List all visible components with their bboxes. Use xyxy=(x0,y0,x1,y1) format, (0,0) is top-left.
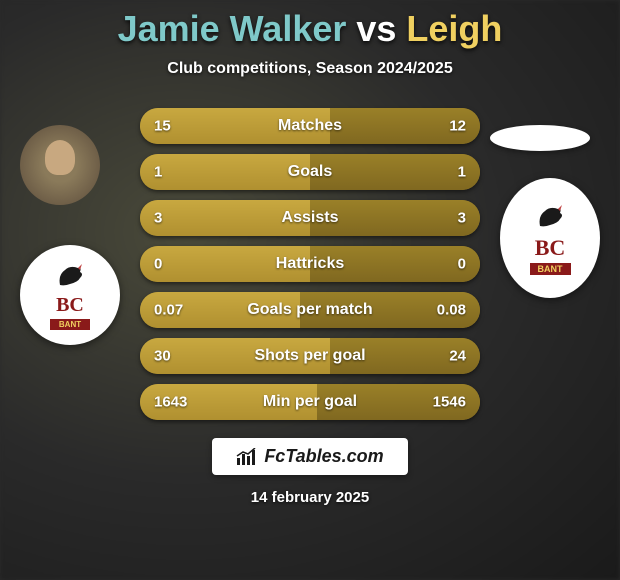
stat-label: Hattricks xyxy=(276,255,344,273)
date-text: 14 february 2025 xyxy=(251,489,369,506)
crest-content: BC BANT xyxy=(530,201,571,275)
rooster-icon xyxy=(530,201,570,231)
stat-value-right: 24 xyxy=(449,348,466,365)
player2-avatar-placeholder xyxy=(490,125,590,151)
stat-label: Matches xyxy=(278,117,342,135)
stat-label: Min per goal xyxy=(263,393,357,411)
stat-bar-right xyxy=(310,154,480,190)
stat-label: Assists xyxy=(282,209,339,227)
stat-value-left: 30 xyxy=(154,348,171,365)
crest-banner: BANT xyxy=(50,319,90,330)
stats-list: 15Matches121Goals13Assists30Hattricks00.… xyxy=(140,108,480,420)
stat-value-left: 1643 xyxy=(154,394,187,411)
player2-name: Leigh xyxy=(406,8,502,49)
chart-icon xyxy=(236,448,258,466)
player1-avatar xyxy=(20,125,100,205)
stat-value-right: 1 xyxy=(458,164,466,181)
stat-label: Shots per goal xyxy=(254,347,365,365)
stat-row: 1 Goals 1 xyxy=(140,154,480,190)
crest-content: BC BANT xyxy=(50,260,90,330)
stat-value-right: 0 xyxy=(458,256,466,273)
stat-value-left: 0.07 xyxy=(154,302,183,319)
stat-row: 0 Hattricks 0 xyxy=(140,246,480,282)
page-title: Jamie Walker vs Leigh xyxy=(118,8,503,50)
stat-value-right: 0.08 xyxy=(437,302,466,319)
stat-value-right: 1546 xyxy=(433,394,466,411)
stat-row: 0.07 Goals per match 0.08 xyxy=(140,292,480,328)
stat-value-left: 0 xyxy=(154,256,162,273)
player2-club-crest: BC BANT xyxy=(500,178,600,298)
subtitle: Club competitions, Season 2024/2025 xyxy=(167,60,452,78)
crest-initials: BC xyxy=(530,235,571,261)
comparison-card: Jamie Walker vs Leigh Club competitions,… xyxy=(0,0,620,580)
stat-bar-left xyxy=(140,154,310,190)
rooster-icon xyxy=(50,260,90,290)
stat-value-right: 3 xyxy=(458,210,466,227)
player1-name: Jamie Walker xyxy=(118,8,347,49)
crest-initials: BC xyxy=(50,294,90,317)
player1-club-crest: BC BANT xyxy=(20,245,120,345)
brand-text: FcTables.com xyxy=(264,446,383,467)
stat-value-right: 12 xyxy=(449,118,466,135)
stat-row: 3 Assists 3 xyxy=(140,200,480,236)
stat-value-left: 1 xyxy=(154,164,162,181)
stat-value-left: 3 xyxy=(154,210,162,227)
stat-row: 30 Shots per goal 24 xyxy=(140,338,480,374)
stat-value-left: 15 xyxy=(154,118,171,135)
stat-label: Goals per match xyxy=(247,301,372,319)
brand-badge: FcTables.com xyxy=(212,438,407,475)
vs-text: vs xyxy=(346,8,406,49)
stat-row: 1643 Min per goal 1546 xyxy=(140,384,480,420)
stat-row: 15 Matches 12 xyxy=(140,108,480,144)
stat-label: Goals xyxy=(288,163,332,181)
crest-banner: BANT xyxy=(530,263,571,275)
